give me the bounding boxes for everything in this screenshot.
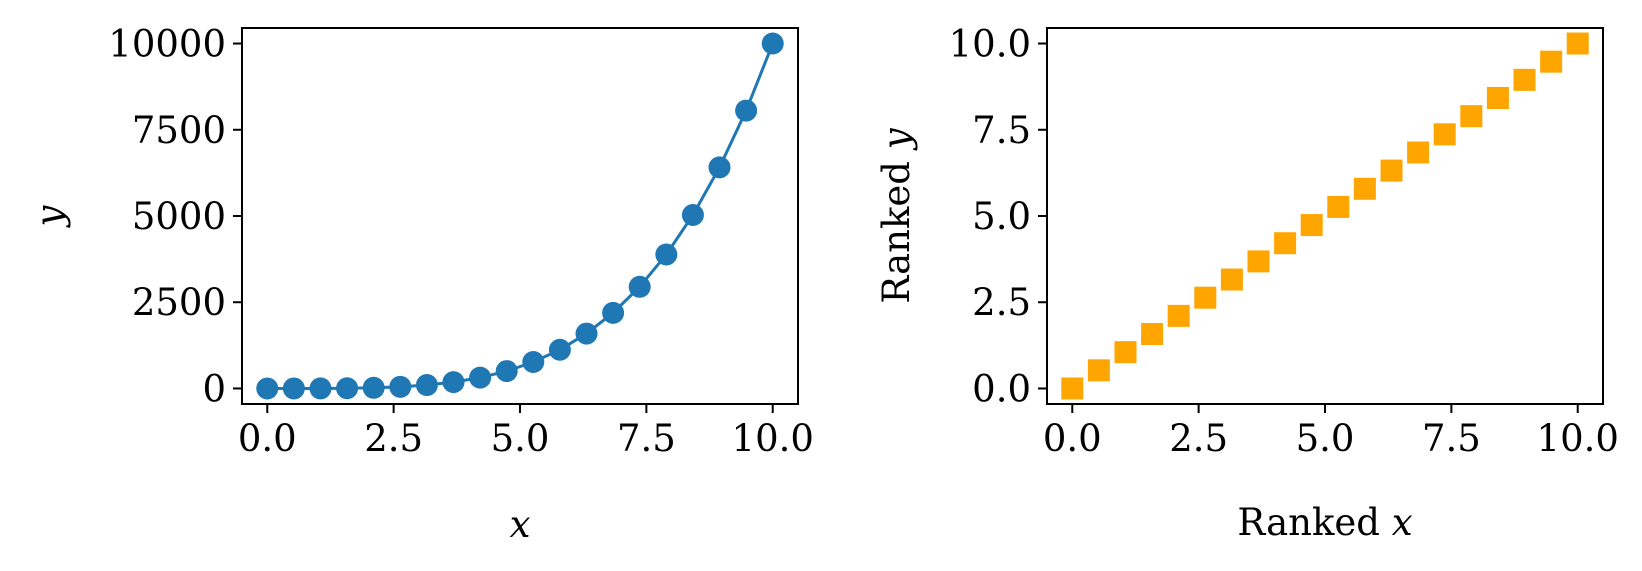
right-data-point bbox=[1141, 323, 1164, 346]
right-series-marks bbox=[1061, 32, 1589, 400]
right-y-axis-label-var: y bbox=[875, 127, 918, 151]
left-x-tick-label: 10.0 bbox=[732, 417, 814, 460]
right-data-point bbox=[1380, 159, 1403, 182]
right-x-tick-label: 5.0 bbox=[1296, 417, 1355, 460]
left-data-point bbox=[602, 301, 625, 324]
right-x-tick-label: 7.5 bbox=[1422, 417, 1481, 460]
right-y-axis-label-prefix: Ranked bbox=[875, 161, 918, 304]
right-data-point bbox=[1540, 50, 1563, 73]
right-data-point bbox=[1220, 268, 1243, 291]
right-y-axis-label: Ranked y bbox=[875, 127, 918, 303]
left-data-point bbox=[336, 377, 359, 400]
left-data-point bbox=[681, 203, 704, 226]
right-x-tick-label: 2.5 bbox=[1169, 417, 1228, 460]
left-data-point bbox=[256, 377, 279, 400]
right-data-point bbox=[1513, 68, 1536, 91]
right-data-point bbox=[1274, 232, 1297, 255]
left-x-axis-label: x bbox=[510, 503, 531, 546]
left-data-point bbox=[389, 375, 412, 398]
left-data-point bbox=[442, 371, 465, 394]
right-data-point bbox=[1194, 286, 1217, 309]
right-data-point bbox=[1087, 359, 1110, 382]
right-data-point bbox=[1167, 304, 1190, 327]
left-data-point bbox=[655, 243, 678, 266]
left-data-point bbox=[735, 99, 758, 122]
right-data-point bbox=[1300, 214, 1323, 237]
right-data-point bbox=[1353, 177, 1376, 200]
left-data-point bbox=[469, 366, 492, 389]
left-x-tick-label: 5.0 bbox=[491, 417, 550, 460]
left-y-tick-label: 7500 bbox=[132, 109, 226, 152]
left-data-point bbox=[362, 376, 385, 399]
right-y-tick-label: 0.0 bbox=[972, 367, 1031, 410]
right-x-tick-label: 0.0 bbox=[1043, 417, 1102, 460]
left-data-point bbox=[309, 377, 332, 400]
left-data-point bbox=[495, 360, 518, 383]
left-data-point bbox=[628, 275, 651, 298]
right-data-point bbox=[1327, 195, 1350, 218]
right-data-point bbox=[1433, 123, 1456, 146]
right-data-point bbox=[1486, 86, 1509, 109]
left-data-point bbox=[708, 156, 731, 179]
left-plot-frame bbox=[241, 27, 799, 405]
left-data-point bbox=[282, 377, 305, 400]
right-x-axis-label: Ranked x bbox=[1237, 501, 1412, 544]
right-y-tick-label: 10.0 bbox=[949, 23, 1031, 66]
left-y-ticks: 0 2500 5000 7500 10000 bbox=[108, 23, 242, 410]
right-x-axis-label-var: x bbox=[1392, 501, 1413, 544]
left-data-point bbox=[761, 32, 784, 55]
right-x-ticks: 0.0 2.5 5.0 7.5 10.0 bbox=[1043, 404, 1619, 460]
left-data-point bbox=[522, 351, 545, 374]
right-x-tick-label: 10.0 bbox=[1537, 417, 1619, 460]
right-y-tick-label: 5.0 bbox=[972, 195, 1031, 238]
left-x-tick-label: 2.5 bbox=[364, 417, 423, 460]
right-y-tick-label: 2.5 bbox=[972, 281, 1031, 324]
right-y-ticks: 0.0 2.5 5.0 7.5 10.0 bbox=[949, 23, 1047, 410]
left-x-tick-label: 0.0 bbox=[238, 417, 297, 460]
left-chart: 0.0 2.5 5.0 7.5 10.0 0 2500 5000 7500 10000 x y bbox=[28, 23, 814, 546]
left-data-point bbox=[575, 322, 598, 345]
right-data-point bbox=[1407, 141, 1430, 164]
left-data-point bbox=[548, 338, 571, 361]
left-data-point bbox=[415, 374, 438, 397]
right-data-point bbox=[1566, 32, 1589, 55]
right-x-axis-label-prefix: Ranked bbox=[1237, 501, 1380, 544]
left-y-axis-label: y bbox=[28, 204, 71, 228]
right-chart: 0.0 2.5 5.0 7.5 10.0 0.0 2.5 5.0 7.5 10.0 Ranked… bbox=[875, 23, 1619, 544]
right-y-tick-label: 7.5 bbox=[972, 109, 1031, 152]
right-data-point bbox=[1114, 341, 1137, 364]
left-y-tick-label: 2500 bbox=[132, 281, 226, 324]
left-series-marks bbox=[256, 32, 784, 400]
left-y-tick-label: 10000 bbox=[108, 23, 226, 66]
right-data-point bbox=[1460, 105, 1483, 128]
left-y-tick-label: 5000 bbox=[132, 195, 226, 238]
right-data-point bbox=[1061, 377, 1084, 400]
right-data-point bbox=[1247, 250, 1270, 273]
left-x-ticks: 0.0 2.5 5.0 7.5 10.0 bbox=[238, 404, 814, 460]
left-x-tick-label: 7.5 bbox=[617, 417, 676, 460]
left-y-tick-label: 0 bbox=[202, 367, 226, 410]
